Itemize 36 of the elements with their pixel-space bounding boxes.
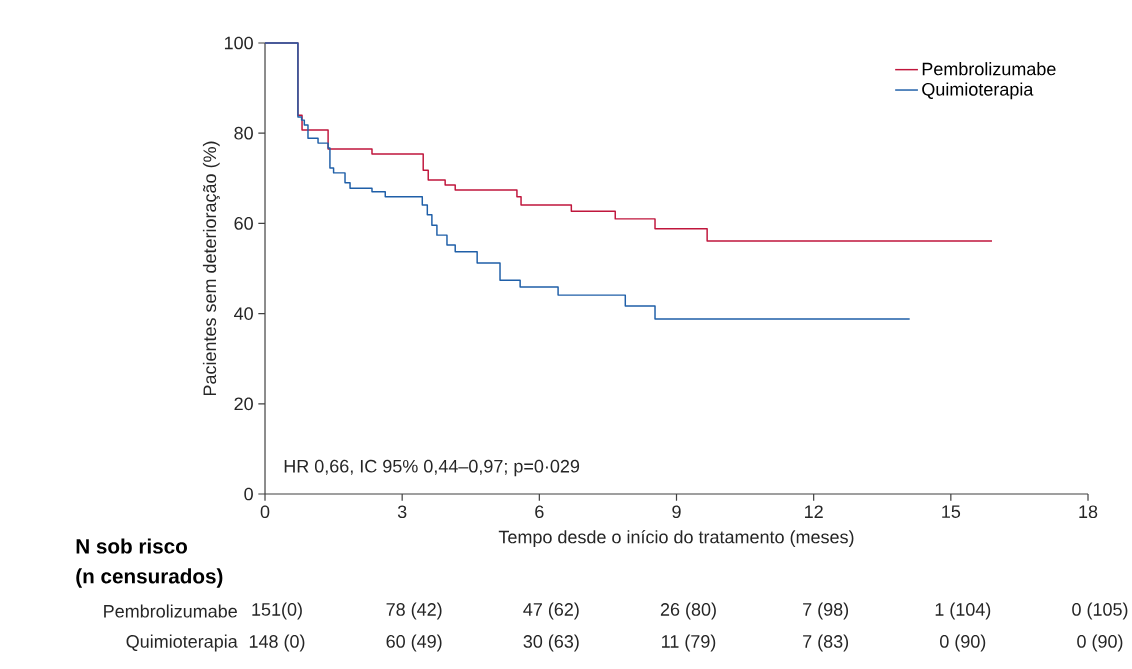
x-tick-label: 6 — [535, 505, 544, 519]
text: 0 (105) — [1072, 602, 1128, 620]
legend-label: Pembrolizumabe — [922, 62, 1056, 76]
text: 7 (98) — [803, 602, 849, 620]
text: 0 (90) — [1077, 634, 1123, 652]
text: N sob risco — [76, 538, 187, 554]
text: 1 (104) — [935, 602, 991, 620]
x-tick-label: 15 — [942, 505, 961, 518]
y-axis-title: Pacientes sem deterioração (%) — [202, 141, 220, 396]
text: 30 (63) — [523, 634, 579, 652]
text: 11 (79) — [662, 634, 716, 652]
text: 7 (83) — [803, 634, 849, 652]
y-tick-label: 0 — [244, 487, 253, 501]
y-tick-label: 80 — [234, 126, 253, 140]
y-tick-label: 100 — [224, 36, 253, 50]
text: 151(0) — [252, 602, 302, 620]
text: 26 (80) — [660, 602, 716, 620]
y-tick-label: 60 — [234, 217, 253, 230]
text: Pembrolizumabe — [104, 604, 237, 618]
x-tick-label: 18 — [1079, 505, 1098, 519]
x-tick-label: 12 — [805, 505, 823, 518]
text: (n censurados) — [76, 568, 223, 588]
x-axis-title: Tempo desde o início do tratamento (meses) — [498, 529, 854, 547]
x-tick-label: 9 — [672, 505, 681, 519]
text: 78 (42) — [386, 602, 442, 620]
x-tick-label: 0 — [260, 505, 270, 519]
text: 148 (0) — [249, 634, 305, 652]
y-tick-label: 40 — [234, 307, 253, 320]
text: 60 (49) — [386, 634, 442, 652]
annotation: HR 0,66, IC 95% 0,44–0,97; p=0·029 — [284, 459, 580, 477]
text: 0 (90) — [940, 634, 986, 652]
legend-label: Quimioterapia — [922, 82, 1034, 100]
text: 47 (62) — [523, 602, 579, 620]
x-tick-label: 3 — [397, 505, 407, 519]
text: Quimioterapia — [126, 634, 238, 652]
y-tick-label: 20 — [234, 397, 253, 411]
